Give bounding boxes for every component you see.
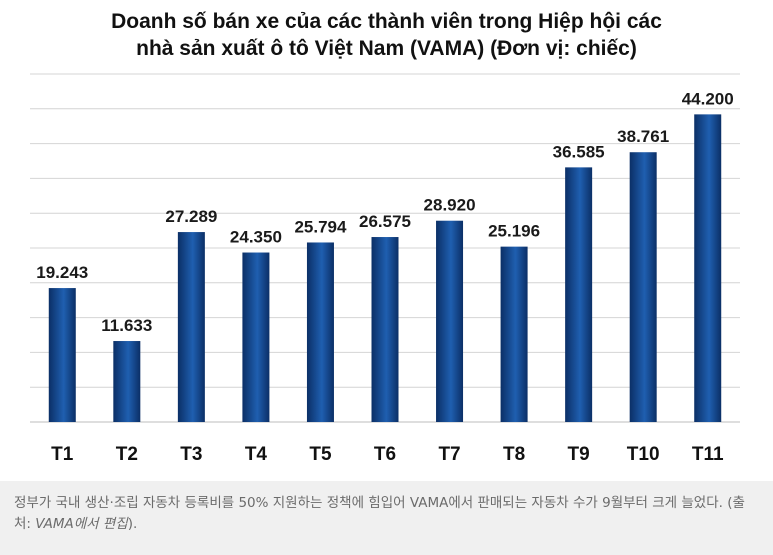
data-label-t1: 19.243: [36, 263, 88, 282]
data-label-t9: 36.585: [553, 142, 605, 161]
bar-t11: [694, 114, 722, 423]
chart-caption: 정부가 국내 생산·조립 자동차 등록비를 50% 지원하는 정책에 힘입어 V…: [0, 481, 773, 555]
chart-title-line-2: nhà sản xuất ô tô Việt Nam (VAMA) (Đơn v…: [136, 37, 637, 60]
chart-title: Doanh số bán xe của các thành viên trong…: [0, 8, 773, 62]
data-label-t3: 27.289: [165, 207, 217, 226]
data-label-t7: 28.920: [424, 196, 476, 215]
bar-t3: [177, 232, 205, 422]
caption-suffix: ).: [127, 516, 138, 532]
bar-t8: [500, 246, 528, 422]
caption-source: VAMA에서 편집: [35, 516, 128, 532]
x-tick-label-t10: T10: [627, 444, 660, 465]
chart-title-line-1: Doanh số bán xe của các thành viên trong…: [111, 10, 662, 33]
gridlines: [30, 73, 740, 388]
data-label-t8: 25.196: [488, 222, 540, 241]
data-label-t4: 24.350: [230, 228, 282, 247]
bar-t5: [306, 242, 334, 422]
bar-chart: 19.243 T1 11.633 T2 27.289 T3 24.350 T4 25.794 T5…: [30, 73, 740, 465]
data-label-t11: 44.200: [682, 89, 734, 108]
x-tick-label-t1: T1: [51, 444, 74, 465]
bar-t10: [629, 152, 657, 422]
bar-t4: [242, 252, 270, 422]
bar-t9: [565, 167, 593, 422]
x-tick-label-t9: T9: [568, 444, 590, 465]
bar-t1: [48, 288, 76, 422]
data-label-t2: 11.633: [101, 316, 152, 335]
data-label-t6: 26.575: [359, 212, 411, 231]
bar-t6: [371, 237, 399, 422]
x-tick-label-t3: T3: [180, 444, 202, 465]
x-tick-label-t8: T8: [503, 444, 525, 465]
x-tick-label-t11: T11: [692, 444, 724, 465]
x-tick-label-t7: T7: [438, 444, 460, 465]
data-label-t5: 25.794: [294, 217, 347, 236]
x-tick-label-t6: T6: [374, 444, 396, 465]
caption-text: 정부가 국내 생산·조립 자동차 등록비를 50% 지원하는 정책에 힘입어 V…: [14, 495, 745, 532]
x-tick-label-t5: T5: [309, 444, 332, 465]
data-label-t10: 38.761: [617, 127, 669, 146]
x-tick-label-t2: T2: [116, 444, 138, 465]
x-tick-label-t4: T4: [245, 444, 268, 465]
bar-t2: [113, 341, 141, 422]
bar-t7: [436, 220, 464, 422]
